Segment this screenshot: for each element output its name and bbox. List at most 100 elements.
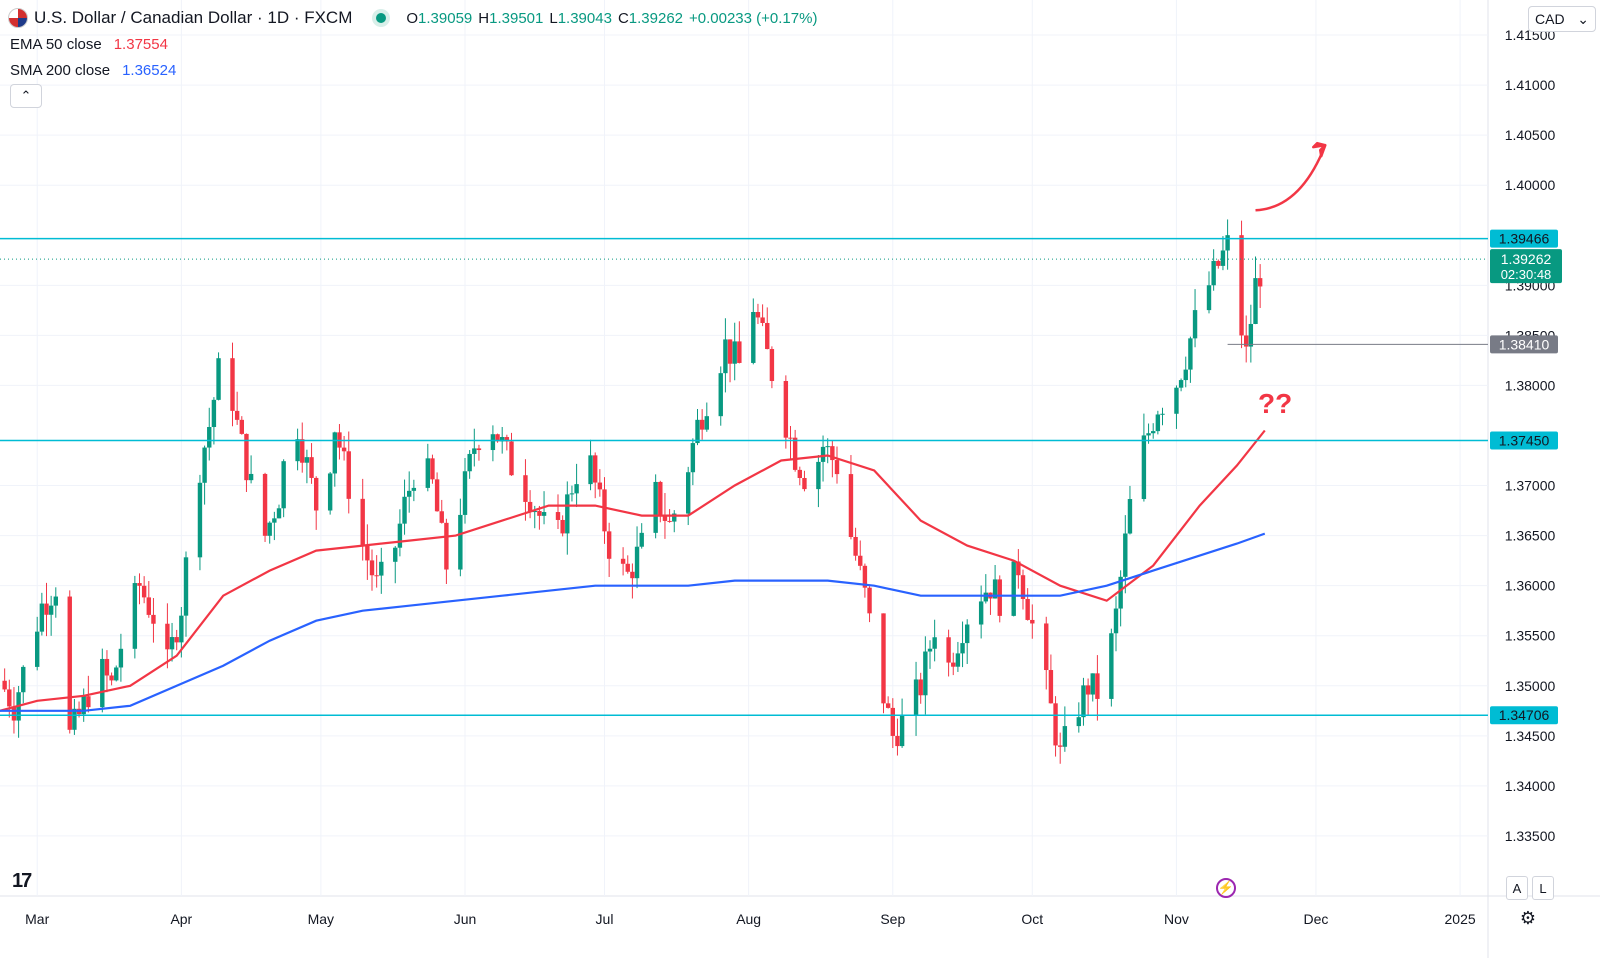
candle-body bbox=[104, 658, 110, 676]
candles-group bbox=[2, 219, 1263, 764]
candle-body bbox=[992, 579, 998, 599]
candle-body bbox=[751, 312, 756, 363]
candle-body bbox=[830, 446, 835, 461]
y-tick-label: 1.37000 bbox=[1505, 478, 1556, 494]
candle-body bbox=[211, 399, 217, 428]
high-value: 1.39501 bbox=[489, 9, 544, 27]
candle-body bbox=[1109, 633, 1114, 699]
candle-body bbox=[1248, 323, 1254, 347]
candle-body bbox=[1206, 285, 1212, 311]
question-annotation: ?? bbox=[1258, 388, 1293, 419]
candle-body bbox=[867, 587, 872, 614]
auto-scale-button[interactable]: A bbox=[1506, 876, 1528, 900]
candle-body bbox=[755, 312, 761, 318]
symbol-title[interactable]: U.S. Dollar / Canadian Dollar · 1D · FXC… bbox=[34, 8, 353, 27]
candle-body bbox=[402, 496, 407, 524]
candle-body bbox=[1141, 435, 1147, 500]
candle-body bbox=[737, 341, 742, 363]
currency-select[interactable]: CAD ⌄ bbox=[1528, 6, 1596, 32]
level-price-label: 1.37450 bbox=[1499, 432, 1550, 448]
settings-gear-icon[interactable]: ⚙ bbox=[1519, 907, 1537, 928]
candle-body bbox=[690, 443, 696, 473]
candle-body bbox=[35, 631, 40, 667]
log-scale-button[interactable]: L bbox=[1532, 876, 1554, 900]
candle-body bbox=[458, 514, 463, 570]
chart-header: U.S. Dollar / Canadian Dollar · 1D · FXC… bbox=[8, 8, 817, 28]
candle-body bbox=[769, 349, 775, 382]
candle-body bbox=[272, 518, 277, 523]
candle-body bbox=[72, 708, 77, 730]
candle-body bbox=[179, 615, 184, 643]
candle-body bbox=[309, 457, 314, 478]
candle-body bbox=[332, 432, 337, 474]
candle-body bbox=[1211, 260, 1216, 286]
candle-body bbox=[1225, 235, 1230, 251]
candle-body bbox=[625, 563, 630, 572]
x-tick-label: Mar bbox=[25, 911, 49, 927]
tradingview-logo[interactable]: 17 bbox=[12, 870, 32, 892]
candle-body bbox=[500, 437, 505, 442]
candle-body bbox=[658, 481, 663, 515]
candle-body bbox=[1062, 726, 1068, 747]
candle-body bbox=[230, 358, 235, 411]
candle-body bbox=[899, 715, 905, 747]
candle-body bbox=[67, 596, 72, 730]
candle-body bbox=[927, 648, 933, 652]
candle-body bbox=[379, 561, 384, 576]
level-price-label: 1.39466 bbox=[1499, 231, 1550, 247]
candle-body bbox=[281, 461, 286, 509]
candle-body bbox=[39, 603, 45, 632]
candle-body bbox=[1123, 533, 1128, 577]
candle-body bbox=[1239, 235, 1244, 336]
candle-body bbox=[234, 410, 240, 420]
candle-body bbox=[183, 557, 189, 616]
y-tick-label: 1.40500 bbox=[1505, 127, 1556, 143]
candle-body bbox=[374, 575, 379, 577]
y-tick-label: 1.35000 bbox=[1505, 678, 1556, 694]
candle-body bbox=[407, 490, 412, 497]
candle-body bbox=[881, 613, 886, 704]
lightning-icon[interactable]: ⚡ bbox=[1216, 878, 1236, 898]
candle-body bbox=[978, 601, 984, 625]
candle-body bbox=[792, 437, 798, 470]
candle-body bbox=[895, 735, 900, 747]
candle-body bbox=[1053, 703, 1058, 746]
x-tick-label: Jul bbox=[596, 911, 614, 927]
candle-body bbox=[858, 555, 863, 566]
candle-body bbox=[727, 339, 733, 364]
candle-body bbox=[360, 498, 365, 546]
candle-body bbox=[276, 508, 282, 519]
candle-body bbox=[462, 471, 468, 515]
candle-body bbox=[369, 560, 375, 576]
candle-body bbox=[509, 441, 514, 476]
y-tick-label: 1.40000 bbox=[1505, 177, 1556, 193]
currency-flag-icon bbox=[8, 8, 28, 28]
candle-body bbox=[1090, 673, 1095, 695]
candle-body bbox=[365, 545, 370, 561]
sma-indicator-legend[interactable]: SMA 200 close 1.36524 bbox=[10, 62, 176, 79]
collapse-legend-button[interactable]: ⌃ bbox=[10, 84, 42, 108]
candle-body bbox=[472, 448, 477, 454]
candle-body bbox=[114, 667, 119, 681]
candle-body bbox=[81, 696, 86, 715]
ohlc-readout: O1.39059 H1.39501 L1.39043 C1.39262 +0.0… bbox=[406, 10, 817, 27]
candle-body bbox=[411, 487, 417, 491]
candle-body bbox=[86, 696, 91, 708]
candle-body bbox=[606, 531, 612, 559]
candle-body bbox=[1095, 673, 1100, 699]
candle-body bbox=[295, 439, 300, 462]
candle-body bbox=[760, 317, 765, 323]
candle-body bbox=[1244, 335, 1249, 347]
candle-body bbox=[834, 460, 840, 475]
ema-indicator-legend[interactable]: EMA 50 close 1.37554 bbox=[10, 36, 168, 53]
candle-body bbox=[662, 514, 668, 521]
candle-body bbox=[327, 473, 333, 511]
candle-body bbox=[732, 341, 737, 364]
candle-body bbox=[174, 637, 179, 643]
y-tick-label: 1.36500 bbox=[1505, 528, 1556, 544]
ema-label: EMA 50 close bbox=[10, 36, 102, 53]
chevron-up-icon: ⌃ bbox=[20, 88, 32, 103]
candle-body bbox=[1058, 745, 1063, 747]
candle-body bbox=[951, 662, 956, 667]
